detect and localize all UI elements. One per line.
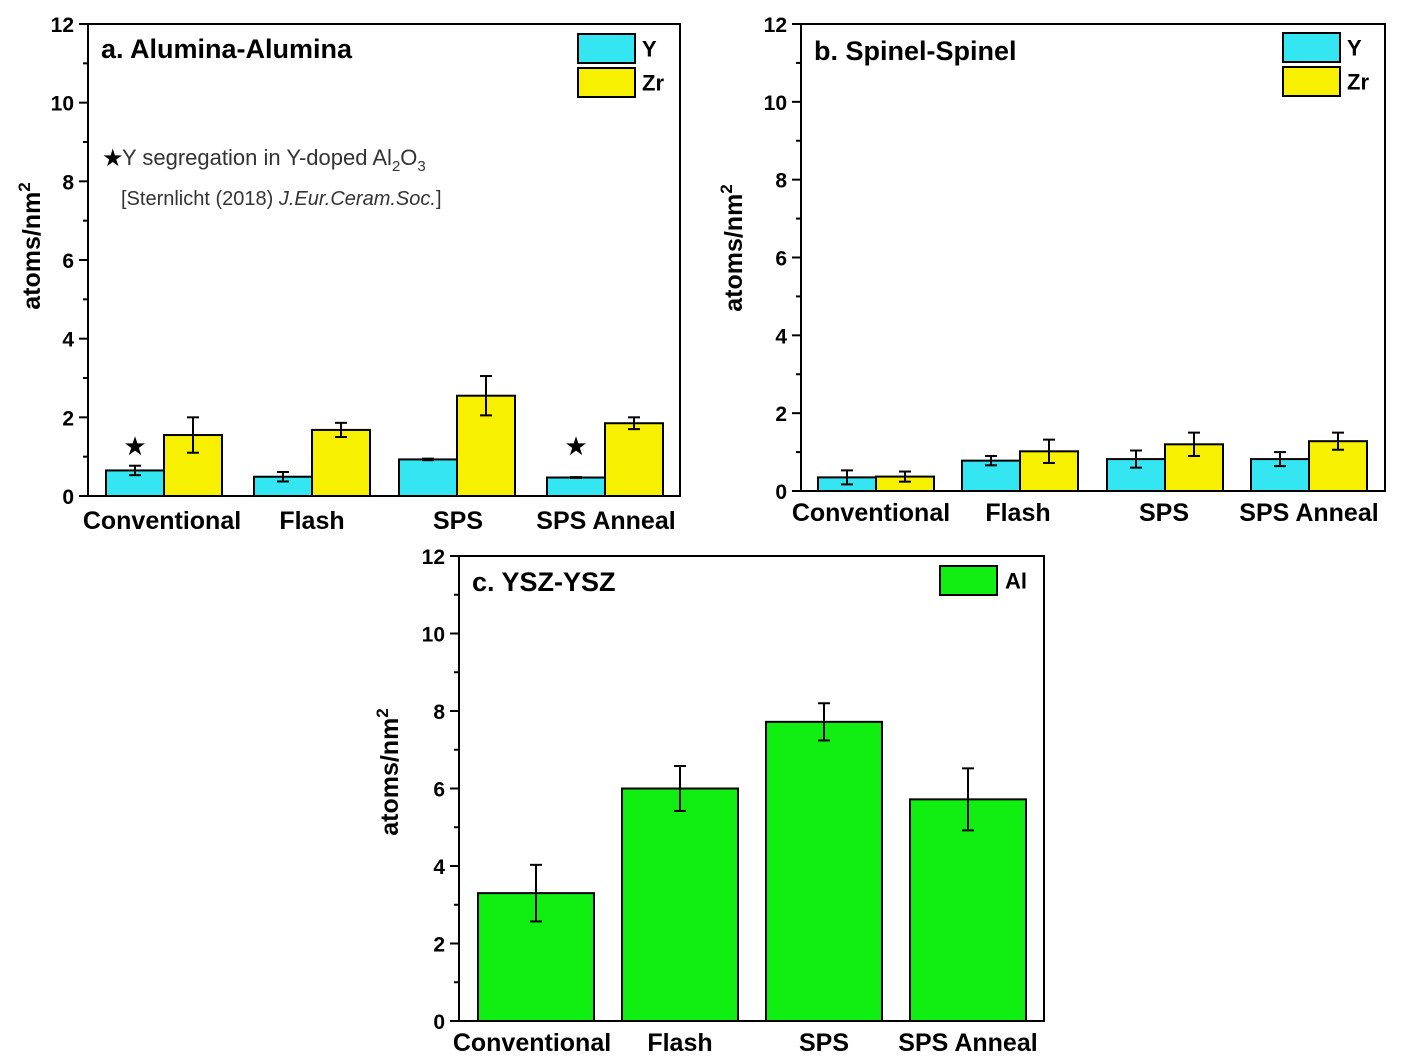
annotation-text: Y segregation in Y-doped Al2O3	[122, 145, 426, 175]
panel-c-category-label: SPS Anneal	[898, 1029, 1037, 1056]
panel-a-y-axis-title: atoms/nm2	[15, 182, 46, 310]
panel-a-ytick-label: 10	[51, 93, 74, 116]
panel-b-title: b. Spinel-Spinel	[814, 36, 1017, 66]
panel-c-title: c. YSZ-YSZ	[472, 567, 616, 597]
panel-b-errorbar-y-sps-anneal	[1274, 451, 1286, 468]
panel-c-errorbar-al-conventional	[530, 863, 542, 923]
panel-a-errorbar-y-sps	[422, 457, 434, 462]
panel-a-legend: Y Zr	[577, 33, 664, 98]
legend-label-y: Y	[642, 37, 657, 62]
legend-label-y: Y	[1347, 36, 1362, 61]
panel-c-y-axis-title: atoms/nm2	[373, 708, 404, 836]
panel-a-category-label: SPS	[433, 507, 483, 535]
panel-c-errorbar-al-flash	[674, 765, 686, 812]
panel-b-ytick-label: 0	[775, 481, 787, 504]
panel-a-category-label: SPS Anneal	[536, 507, 675, 535]
legend-label-al: Al	[1005, 569, 1027, 594]
panel-a-category-label: Flash	[279, 507, 344, 535]
panel-b-category-label: Flash	[985, 499, 1050, 527]
legend-label-zr: Zr	[1347, 70, 1369, 95]
legend-swatch-al	[939, 565, 998, 596]
panel-c-ytick-label: 10	[422, 624, 445, 647]
panel-b-category-label: Conventional	[792, 499, 950, 527]
panel-a-bar-y-sps-anneal	[546, 476, 606, 498]
panel-c-ytick-label: 6	[433, 779, 445, 802]
panel-c-ytick-label: 4	[433, 856, 445, 879]
panel-b-ytick-label: 8	[775, 170, 787, 193]
panel-b-errorbar-y-flash	[985, 454, 997, 467]
panel-c-errorbar-al-sps-anneal	[962, 767, 974, 832]
panel-b-errorbar-zr-sps	[1188, 431, 1200, 457]
panel-a-star-marker-0: ★	[123, 431, 146, 461]
panel-c-ytick-label: 2	[433, 934, 445, 957]
panel-b-category-label: SPS	[1139, 499, 1189, 527]
panel-a-ytick-label: 8	[62, 171, 74, 194]
panel-c-bar-al-flash	[621, 787, 739, 1022]
panel-b-ytick-label: 4	[775, 325, 787, 348]
panel-c-ytick-label: 0	[433, 1011, 445, 1034]
panel-a-errorbar-zr-sps-anneal	[628, 416, 640, 431]
panel-b-errorbar-y-sps	[1130, 449, 1142, 469]
panel-a-ytick-label: 2	[62, 407, 74, 430]
panel-c-errorbar-al-sps	[818, 702, 830, 742]
panel-c: 0 2 4 6 8 10 12 Conventional Flash SPS SPS Anneal a…	[373, 546, 1045, 1057]
panel-a-category-label: Conventional	[83, 507, 241, 535]
panel-b-y-axis-title: atoms/nm2	[717, 184, 748, 312]
panel-a-errorbar-zr-conventional	[187, 416, 199, 454]
panel-c-category-label: SPS	[799, 1029, 849, 1056]
annotation-reference: [Sternlicht (2018) J.Eur.Ceram.Soc.]	[121, 188, 442, 210]
panel-c-bar-al-sps	[765, 720, 883, 1022]
legend-swatch-zr	[577, 67, 636, 98]
panel-b-ytick-label: 2	[775, 403, 787, 426]
legend-swatch-y	[577, 33, 636, 64]
panel-a-star-marker-1: ★	[564, 431, 587, 461]
panel-a-title: a. Alumina-Alumina	[101, 34, 353, 64]
panel-c-category-label: Conventional	[453, 1029, 611, 1056]
panel-a-bar-zr-flash	[311, 428, 371, 498]
legend-swatch-y	[1282, 32, 1341, 63]
panel-a: 0 2 4 6 8 10 12 Conventional Flash SPS SPS Anneal a…	[15, 14, 681, 535]
panel-c-ytick-label: 12	[422, 546, 445, 569]
panel-c-category-label: Flash	[647, 1029, 712, 1056]
panel-b-ytick-label: 6	[775, 248, 787, 271]
annotation-star: ★	[102, 145, 124, 172]
panel-a-errorbar-y-sps-anneal	[570, 476, 582, 479]
panel-a-bar-zr-sps-anneal	[604, 422, 664, 498]
panel-a-ytick-label: 4	[62, 329, 74, 352]
panel-b-errorbar-zr-flash	[1043, 438, 1055, 464]
panel-c-legend: Al	[939, 565, 1027, 596]
panel-b-ytick-label: 10	[764, 92, 787, 115]
panel-a-errorbar-y-conventional	[129, 464, 141, 477]
panel-c-bar-al-sps-anneal	[909, 798, 1027, 1022]
panel-b-errorbar-y-conventional	[841, 469, 853, 486]
panel-a-ytick-label: 12	[51, 14, 74, 37]
panel-a-errorbar-y-flash	[277, 471, 289, 483]
legend-swatch-zr	[1282, 66, 1341, 97]
panel-b-legend: Y Zr	[1282, 32, 1369, 97]
panel-b-errorbar-zr-sps-anneal	[1332, 431, 1344, 451]
panel-b-ytick-label: 12	[764, 14, 787, 37]
panel-a-bar-y-sps	[398, 458, 458, 498]
panel-c-ytick-label: 8	[433, 701, 445, 724]
panel-a-annotation: ★Y segregation in Y-doped Al2O3 [Sternlic…	[102, 145, 442, 210]
panel-a-ytick-label: 0	[62, 486, 74, 509]
panel-a-errorbar-zr-flash	[335, 421, 347, 438]
legend-label-zr: Zr	[642, 71, 664, 96]
panel-a-errorbar-zr-sps	[480, 375, 492, 417]
panel-b-errorbar-zr-conventional	[899, 470, 911, 483]
panel-b-category-label: SPS Anneal	[1239, 499, 1378, 527]
panel-b: 0 2 4 6 8 10 12 Conventional Flash SPS SPS Anneal a…	[717, 14, 1386, 527]
panel-a-ytick-label: 6	[62, 250, 74, 273]
